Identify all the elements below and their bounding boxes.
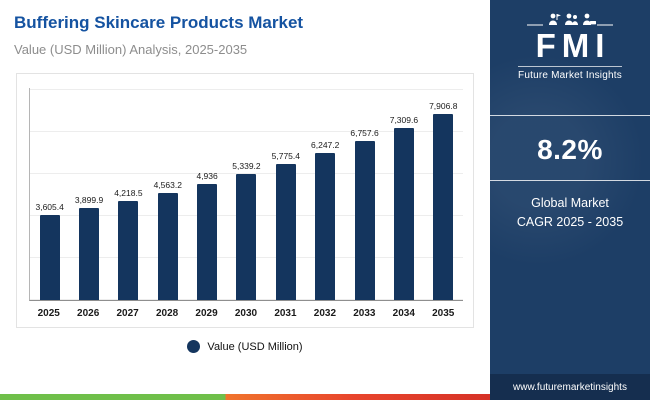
bar-value-label: 4,218.5: [114, 188, 143, 198]
x-axis-label: 2030: [234, 308, 258, 319]
bar-column: 4,936: [187, 171, 226, 300]
cagr-value: 8.2%: [537, 134, 603, 165]
bar: [393, 128, 414, 300]
bar-value-label: 5,775.4: [271, 151, 301, 161]
x-axis-label: 2033: [353, 308, 376, 319]
website-bar: www.futuremarketinsights: [490, 374, 650, 400]
bar-column: 7,906.8: [424, 101, 463, 300]
x-axis-label: 2032: [313, 308, 337, 319]
x-axis-label: 2029: [195, 308, 218, 319]
bar-column: 7,309.6: [384, 115, 423, 300]
bar: [197, 184, 218, 300]
page-title: Buffering Skincare Products Market: [14, 13, 304, 32]
x-axis-label: 2025: [37, 308, 60, 319]
bar-value-label: 5,339.2: [232, 161, 261, 171]
legend-swatch: [187, 340, 201, 353]
bar-column: 3,605.4: [30, 202, 69, 300]
bar: [157, 193, 178, 300]
cagr-caption: Global Market CAGR 2025 - 2035: [517, 194, 623, 233]
logo-people-icons: [526, 13, 613, 26]
brand-name: Future Market Insights: [518, 66, 622, 81]
chart-section: Buffering Skincare Products Market Value…: [0, 13, 490, 400]
bar: [315, 153, 336, 300]
bar-column: 4,563.2: [148, 180, 187, 300]
bar-value-label: 3,605.4: [35, 202, 64, 212]
bar-column: 3,899.9: [69, 195, 108, 300]
brand-panel: FMI Future Market Insights 8.2% Global M…: [490, 0, 650, 400]
x-axis-label: 2028: [155, 308, 179, 319]
x-axis-labels: 2025 2026 2027 2028 2029 2030 2031 2032 2033 2034…: [29, 308, 463, 319]
cagr-caption-line1: Global Market: [531, 196, 609, 210]
bar-value-label: 7,906.8: [429, 101, 458, 111]
legend-label: Value (USD Million): [207, 340, 303, 353]
x-axis-label: 2026: [77, 308, 100, 319]
bar-value-label: 3,899.9: [74, 195, 104, 205]
bar: [354, 141, 375, 300]
website-url: www.futuremarketinsights: [513, 381, 627, 393]
bar-column: 5,339.2: [227, 161, 266, 300]
fmi-logo: FMI Future Market Insights: [518, 12, 622, 81]
bar-value-label: 6,247.2: [311, 140, 340, 150]
x-axis-label: 2034: [392, 308, 415, 319]
bar: [275, 164, 296, 300]
bar: [79, 208, 100, 300]
page-subtitle: Value (USD Million) Analysis, 2025-2035: [14, 42, 248, 57]
bar-value-label: 4,936: [196, 171, 218, 181]
x-axis-label: 2027: [116, 308, 139, 319]
bar: [433, 114, 454, 300]
x-axis-label: 2035: [432, 308, 455, 319]
bar: [118, 201, 139, 300]
bar-column: 6,247.2: [306, 140, 345, 300]
panel-divider-top: [490, 115, 650, 116]
bar-value-label: 4,563.2: [153, 180, 182, 190]
chart-legend: Value (USD Million): [0, 340, 490, 353]
bar-column: 5,775.4: [266, 151, 305, 300]
cagr-caption-line2: CAGR 2025 - 2035: [516, 215, 624, 230]
chart-card: 3,605.4 3,899.9 4,218.5 4,563.2 4,936 5,339.2…: [16, 73, 474, 328]
bar-value-label: 7,309.6: [389, 115, 419, 125]
brand-color-strip: [0, 394, 490, 400]
x-axis-label: 2031: [274, 308, 297, 319]
bar: [236, 174, 257, 300]
bar: [39, 215, 60, 300]
bar-column: 4,218.5: [109, 188, 148, 300]
plot-area: 3,605.4 3,899.9 4,218.5 4,563.2 4,936 5,339.2…: [29, 88, 463, 301]
brand-lettermark: FMI: [535, 27, 611, 64]
bar-column: 6,757.6: [345, 128, 384, 300]
bar-value-label: 6,757.6: [350, 128, 379, 138]
panel-divider-mid: [490, 180, 650, 181]
